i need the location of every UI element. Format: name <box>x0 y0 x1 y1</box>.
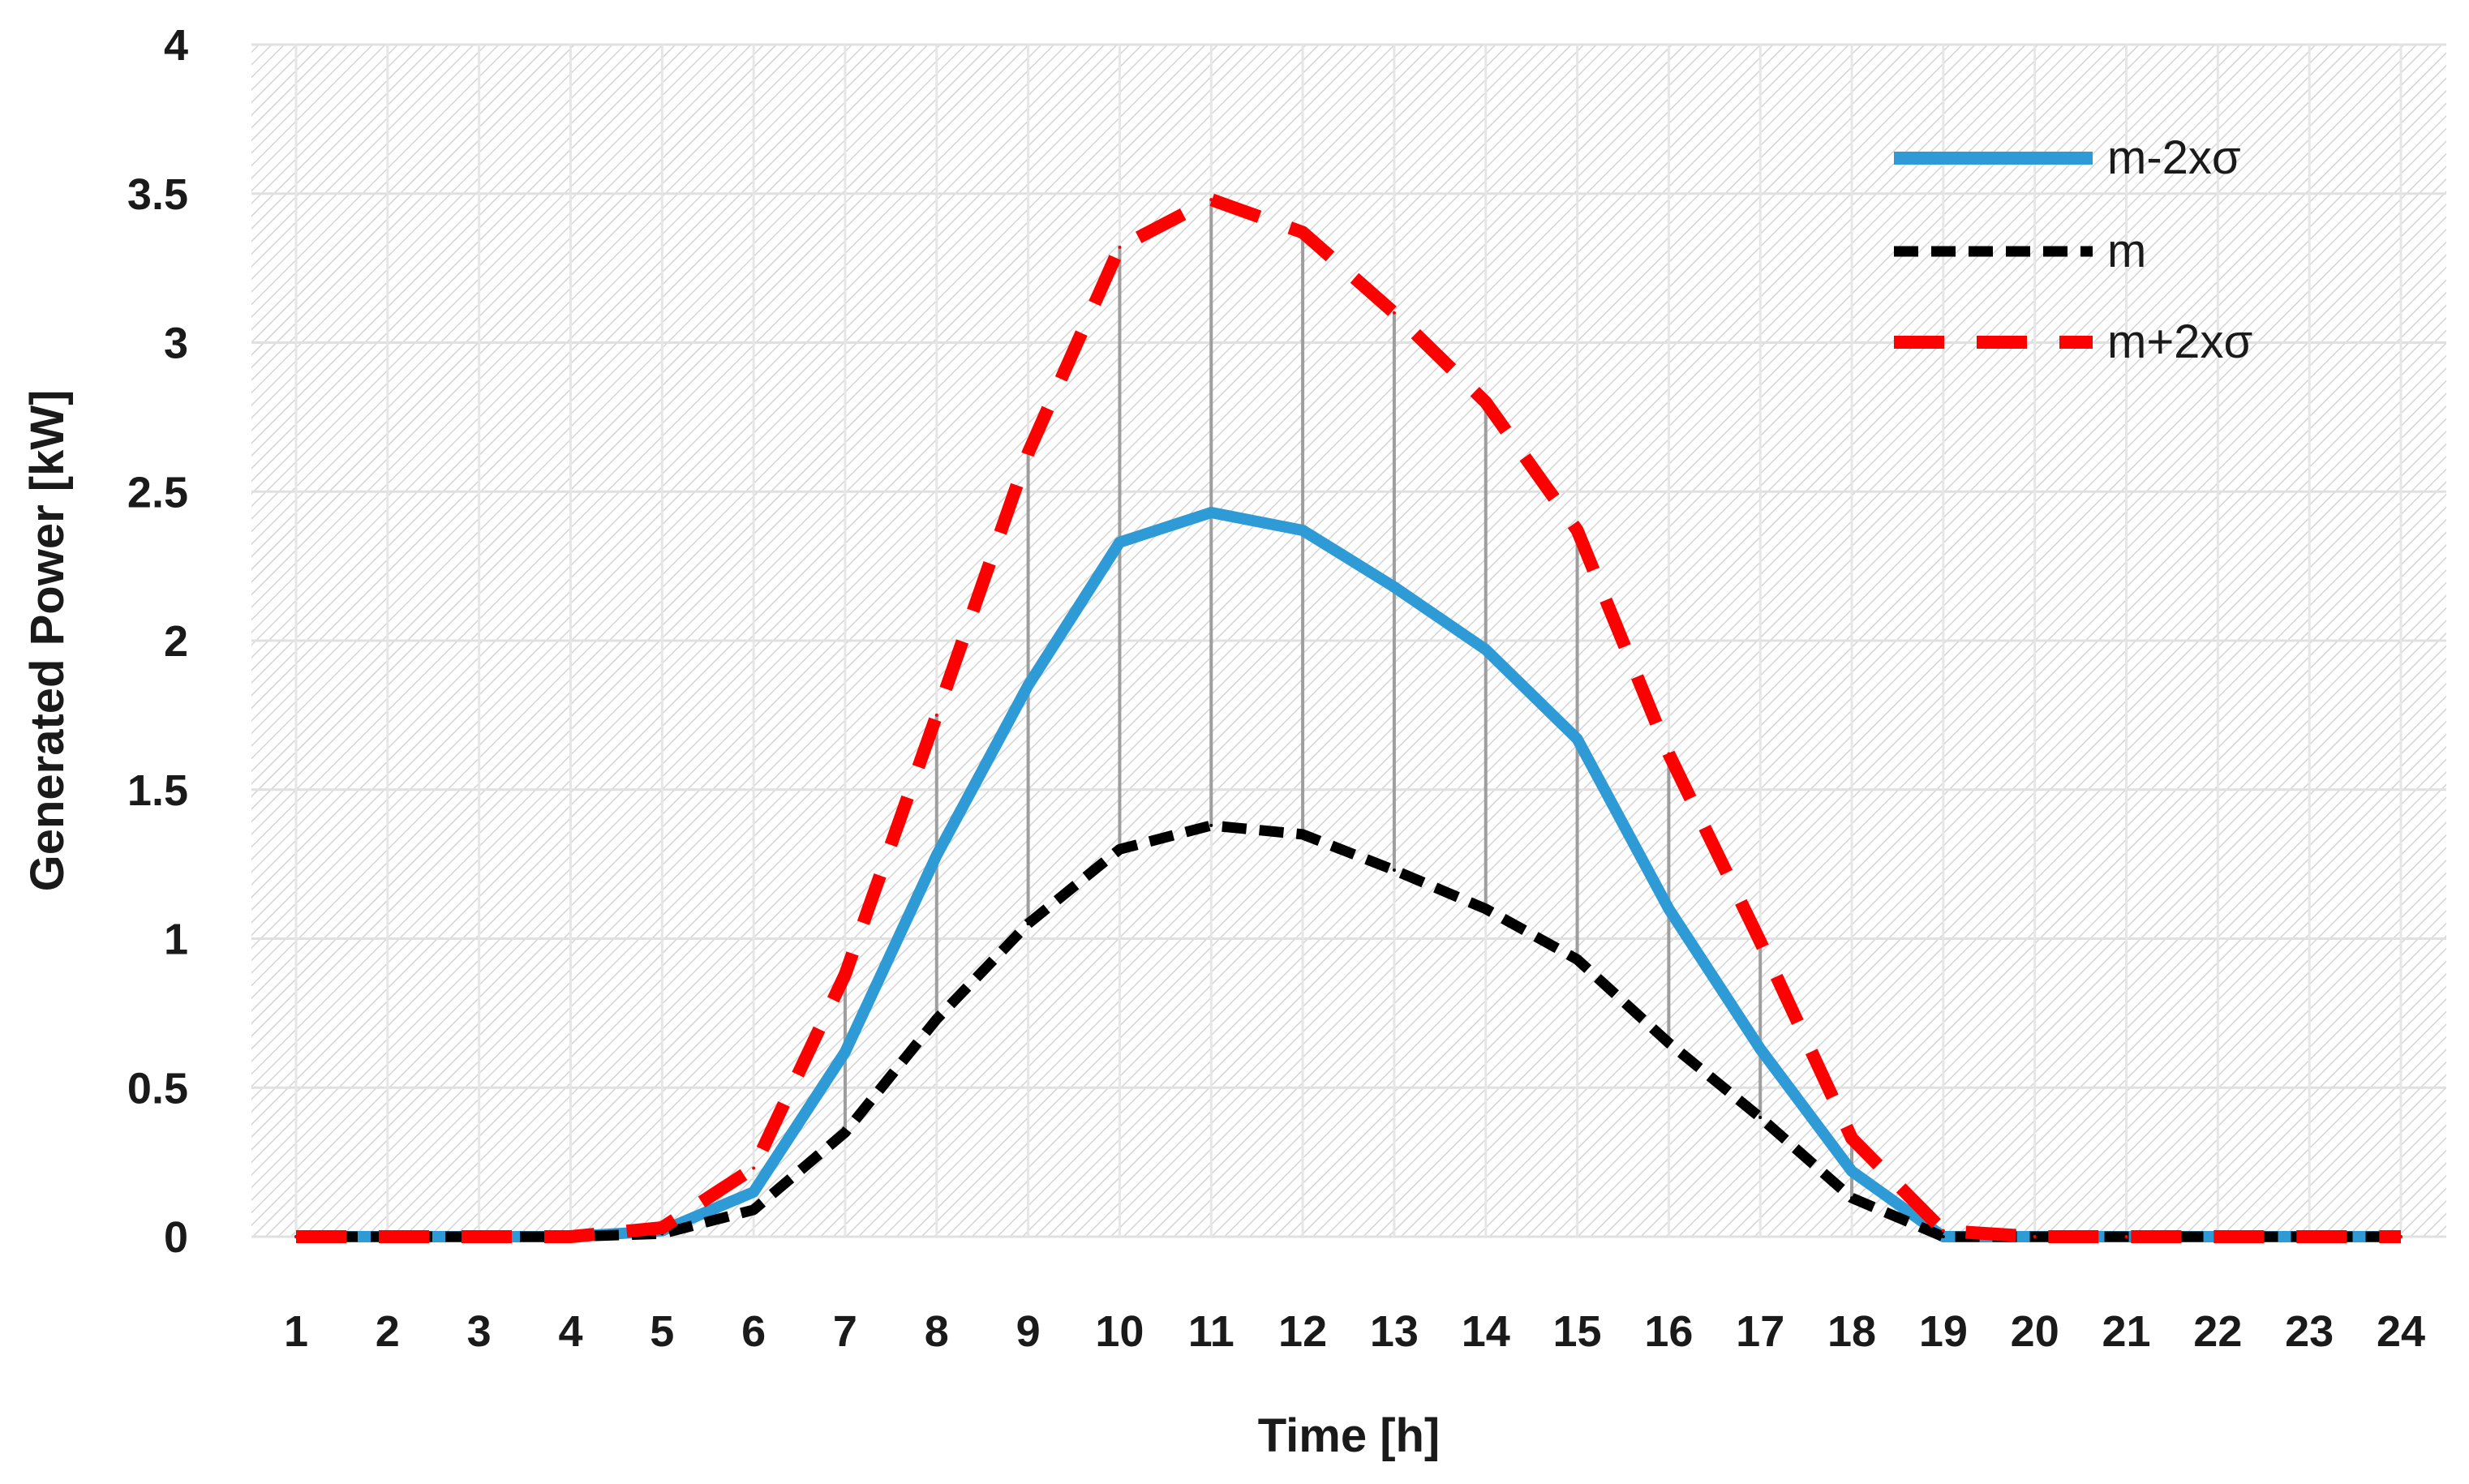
series-point-1 <box>843 1130 847 1134</box>
y-tick-label: 1.5 <box>127 766 188 815</box>
x-tick-label: 21 <box>2102 1307 2150 1356</box>
legend-label-m-plus-2sigma: m+2xσ <box>2107 315 2252 368</box>
x-tick-label: 14 <box>1462 1307 1510 1356</box>
legend-label-m-minus-2sigma: m-2xσ <box>2107 131 2241 184</box>
x-tick-label: 2 <box>376 1307 400 1356</box>
x-tick-label: 23 <box>2285 1307 2334 1356</box>
y-tick-label: 4 <box>164 21 188 70</box>
series-point-1 <box>1118 847 1122 851</box>
series-point-0 <box>1026 684 1030 688</box>
series-point-0 <box>1301 529 1305 533</box>
series-point-2 <box>1026 451 1030 455</box>
series-point-2 <box>385 1235 389 1238</box>
series-point-1 <box>1484 907 1488 911</box>
series-lines <box>294 193 2402 1243</box>
x-tick-label: 3 <box>467 1307 492 1356</box>
series-point-1 <box>1575 958 1579 962</box>
x-tick-label: 22 <box>2193 1307 2242 1356</box>
series-point-2 <box>752 1166 756 1170</box>
series-point-1 <box>1850 1196 1854 1200</box>
series-point-0 <box>934 853 938 857</box>
series-point-2 <box>569 1235 573 1238</box>
series-point-1 <box>752 1207 756 1212</box>
x-tick-label: 5 <box>650 1307 674 1356</box>
series-point-2 <box>660 1225 664 1229</box>
series-point-2 <box>934 713 938 717</box>
x-tick-label: 6 <box>741 1307 766 1356</box>
series-point-2 <box>1758 940 1763 944</box>
series-point-2 <box>1118 245 1122 249</box>
y-tick-label: 0.5 <box>127 1064 188 1113</box>
series-point-2 <box>1209 198 1213 202</box>
series-point-2 <box>2308 1235 2312 1238</box>
series-point-2 <box>1850 1136 1854 1140</box>
y-tick-label: 2 <box>164 617 188 666</box>
x-tick-labels: 1 2 3 4 5 6 7 8 9 10 11 12 13 14 15 16 17 18 19 20 21 22 23 24 <box>284 1307 2425 1356</box>
x-tick-label: 4 <box>558 1307 582 1356</box>
x-tick-label: 16 <box>1644 1307 1693 1356</box>
x-tick-label: 1 <box>284 1307 308 1356</box>
x-tick-label: 13 <box>1370 1307 1419 1356</box>
series-point-2 <box>2124 1235 2128 1238</box>
series-point-2 <box>1301 230 1305 234</box>
series-point-2 <box>1667 752 1671 756</box>
series-point-0 <box>1850 1169 1854 1173</box>
series-point-2 <box>1575 529 1579 533</box>
x-tick-label: 24 <box>2377 1307 2425 1356</box>
y-tick-label: 0 <box>164 1213 188 1262</box>
x-tick-label: 11 <box>1188 1307 1234 1356</box>
x-tick-label: 8 <box>925 1307 949 1356</box>
series-point-0 <box>752 1190 756 1194</box>
legend-label-m: m <box>2107 225 2146 277</box>
series-point-2 <box>2033 1235 2037 1238</box>
series-point-2 <box>843 972 847 976</box>
series-line-2 <box>296 193 2401 1243</box>
x-tick-label: 15 <box>1553 1307 1602 1356</box>
series-point-2 <box>1941 1229 1945 1233</box>
series-point-1 <box>1941 1235 1945 1238</box>
y-tick-label: 3 <box>164 320 188 368</box>
y-axis-title: Generated Power [kW] <box>21 390 74 892</box>
series-point-1 <box>1026 922 1030 926</box>
y-tick-label: 2.5 <box>127 468 188 517</box>
y-tick-label: 3.5 <box>127 170 188 219</box>
series-point-0 <box>1758 1047 1763 1051</box>
series-point-1 <box>934 1017 938 1021</box>
x-tick-label: 12 <box>1278 1307 1327 1356</box>
y-tick-label: 1 <box>164 916 188 964</box>
series-point-1 <box>1209 823 1213 827</box>
x-axis-title: Time [h] <box>1258 1409 1441 1462</box>
x-tick-label: 18 <box>1827 1307 1876 1356</box>
series-point-0 <box>1209 510 1213 514</box>
series-point-0 <box>1118 540 1122 544</box>
series-point-2 <box>477 1235 481 1238</box>
x-tick-label: 10 <box>1095 1307 1144 1356</box>
series-point-1 <box>1392 868 1396 872</box>
x-tick-label: 7 <box>833 1307 857 1356</box>
x-tick-label: 17 <box>1736 1307 1784 1356</box>
x-tick-label: 9 <box>1016 1307 1041 1356</box>
y-tick-labels: 0 0.5 1 1.5 2 2.5 3 3.5 4 <box>127 21 188 1262</box>
legend: m-2xσ m m+2xσ <box>1894 131 2252 368</box>
x-tick-label: 20 <box>2011 1307 2059 1356</box>
series-point-0 <box>1575 737 1579 741</box>
series-point-1 <box>1758 1116 1763 1119</box>
series-point-2 <box>2216 1235 2220 1238</box>
series-point-0 <box>1392 585 1396 589</box>
series-point-0 <box>1484 648 1488 652</box>
x-tick-label: 19 <box>1919 1307 1968 1356</box>
series-point-2 <box>294 1235 298 1238</box>
series-point-1 <box>1301 832 1305 836</box>
series-point-2 <box>2399 1235 2402 1238</box>
series-point-2 <box>1392 311 1396 315</box>
series-point-0 <box>843 1050 847 1054</box>
series-point-2 <box>1484 401 1488 404</box>
series-point-0 <box>1667 907 1671 911</box>
series-point-1 <box>1667 1041 1671 1045</box>
